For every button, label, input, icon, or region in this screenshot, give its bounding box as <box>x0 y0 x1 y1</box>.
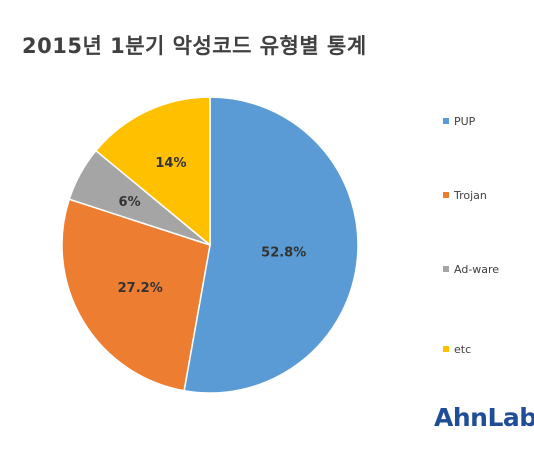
legend-swatch-pup <box>443 118 449 124</box>
pie-slices <box>61 96 359 394</box>
ahnlab-logo: AhnLab <box>434 403 534 432</box>
slice-labels: 52.8% 27.2% 6% 14% <box>118 156 307 296</box>
slice-label-ad-ware: 6% <box>119 195 141 210</box>
legend-swatch-ad-ware <box>443 266 449 272</box>
chart-title: 2015년 1분기 악성코드 유형별 통계 <box>22 34 367 58</box>
pie-slice-pup <box>183 96 359 394</box>
slice-label-pup: 52.8% <box>261 246 306 261</box>
legend-label-trojan: Trojan <box>453 189 487 202</box>
slice-label-etc: 14% <box>155 156 186 171</box>
legend-label-pup: PUP <box>454 115 476 128</box>
legend-label-etc: etc <box>454 343 471 356</box>
legend-swatch-etc <box>443 346 449 352</box>
legend-swatch-trojan <box>443 192 449 198</box>
pie-slice-etc <box>94 96 211 247</box>
legend-label-ad-ware: Ad-ware <box>454 263 499 276</box>
pie-slice-trojan <box>61 198 211 392</box>
legend: PUP Trojan Ad-ware etc <box>443 115 499 356</box>
slice-label-trojan: 27.2% <box>118 281 163 296</box>
